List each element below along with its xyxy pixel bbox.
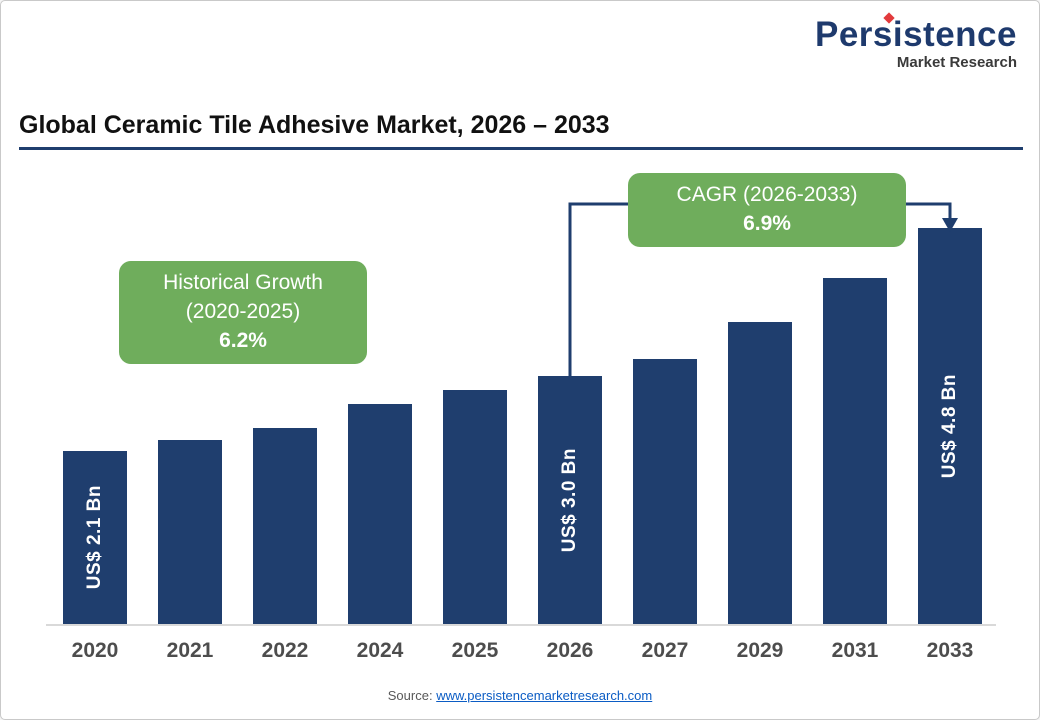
bar-2033: US$ 4.8 Bn: [918, 228, 982, 624]
bar-2021: [158, 440, 222, 624]
callout-value: 6.9%: [743, 211, 791, 235]
bar-value-label-2026: US$ 3.0 Bn: [559, 447, 580, 553]
x-label-2033: 2033: [926, 639, 974, 662]
logo: Persistence Market Research: [814, 12, 1017, 71]
source-label: Source:: [387, 688, 433, 703]
bar-value-label-2020: US$ 2.1 Bn: [84, 485, 105, 590]
x-axis-labels: 2020 2021 2022 2024 2025 2026 2027 2029 2031 2033: [46, 639, 996, 663]
bar-2024: [348, 404, 412, 624]
bar-2029: [728, 322, 792, 624]
title-underline: [19, 147, 1023, 150]
page-title: Global Ceramic Tile Adhesive Market, 202…: [19, 111, 610, 139]
x-label-2027: 2027: [641, 639, 689, 662]
bar-value-label-2033: US$ 4.8 Bn: [939, 373, 960, 479]
bar-2022: [253, 428, 317, 624]
logo-title: Persistence: [814, 15, 1017, 54]
bar-2025: [443, 390, 507, 624]
x-label-2025: 2025: [451, 639, 499, 662]
x-label-2026: 2026: [546, 639, 594, 662]
bar-2027: [633, 359, 697, 624]
callout-line: CAGR (2026-2033): [676, 183, 858, 206]
callout-line: Historical Growth: [163, 271, 323, 294]
x-label-2022: 2022: [261, 639, 309, 662]
historical-growth-callout: Historical Growth (2020-2025) 6.2%: [119, 261, 367, 364]
x-label-2021: 2021: [166, 639, 214, 662]
logo-subtitle: Market Research: [896, 54, 1017, 71]
bar-2031: [823, 278, 887, 624]
bar-2026: US$ 3.0 Bn: [538, 376, 602, 624]
cagr-callout: CAGR (2026-2033) 6.9%: [628, 173, 906, 247]
x-label-2031: 2031: [831, 639, 879, 662]
source-line: Source: www.persistencemarketresearch.co…: [1, 688, 1039, 703]
bar-chart: US$ 2.1 Bn US$ 3.0 Bn US$ 4.8 Bn: [46, 156, 996, 626]
callout-line: (2020-2025): [185, 299, 301, 323]
x-label-2024: 2024: [356, 639, 404, 662]
x-label-2029: 2029: [736, 639, 784, 662]
source-link[interactable]: www.persistencemarketresearch.com: [436, 688, 653, 703]
bar-2020: US$ 2.1 Bn: [63, 451, 127, 624]
callout-value: 6.2%: [219, 328, 267, 352]
x-label-2020: 2020: [71, 639, 119, 662]
